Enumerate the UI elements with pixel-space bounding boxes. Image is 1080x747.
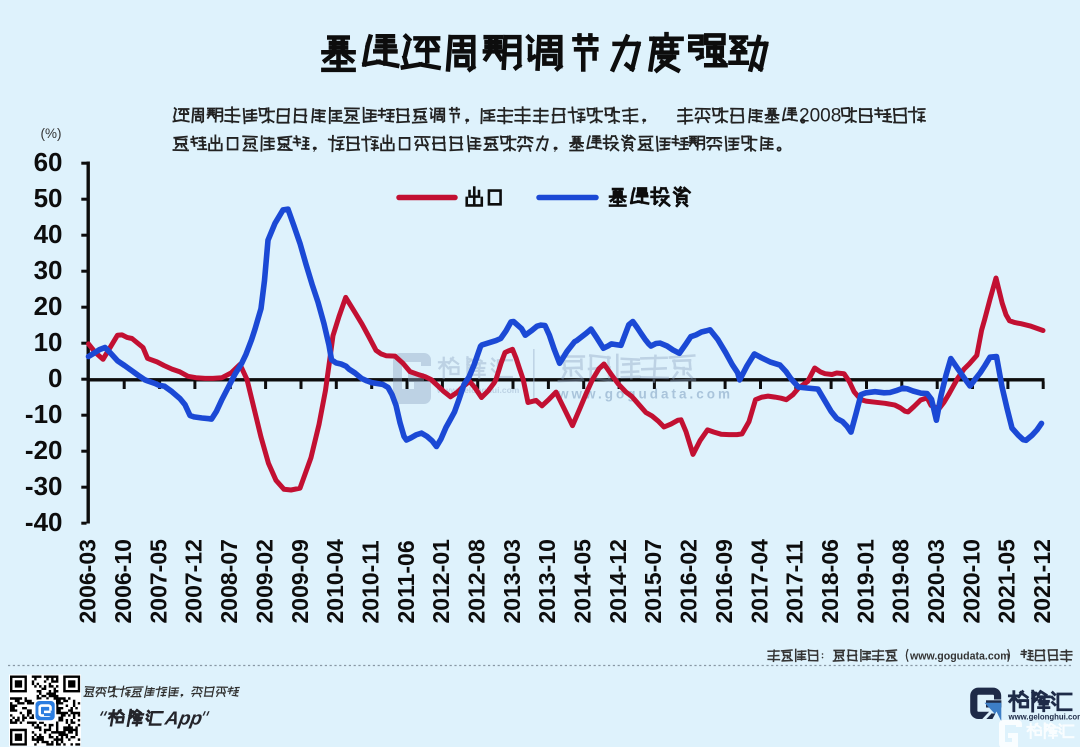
svg-text:www.gelonghui.com: www.gelonghui.com [1008, 713, 1080, 722]
svg-text:2015-07: 2015-07 [640, 539, 666, 623]
svg-text:2013-10: 2013-10 [534, 539, 560, 623]
svg-text:(%): (%) [41, 126, 62, 141]
svg-text:2016-09: 2016-09 [711, 539, 737, 623]
svg-text:2021-12: 2021-12 [1029, 539, 1055, 623]
svg-text:2010-11: 2010-11 [358, 540, 384, 623]
svg-text:40: 40 [34, 219, 63, 249]
svg-text:2021-05: 2021-05 [994, 539, 1020, 624]
svg-text:2017-11: 2017-11 [782, 540, 808, 623]
svg-text:2012-01: 2012-01 [428, 539, 454, 624]
svg-text:2014-05: 2014-05 [570, 539, 596, 624]
svg-text:2020-10: 2020-10 [958, 539, 984, 623]
svg-text:2018-06: 2018-06 [817, 539, 843, 623]
svg-text:2013-03: 2013-03 [499, 539, 525, 623]
svg-text:www.gogudata.com: www.gogudata.com [909, 651, 1010, 663]
svg-text:-20: -20 [25, 435, 63, 465]
svg-text:2009-09: 2009-09 [287, 539, 313, 623]
svg-text:2014-12: 2014-12 [605, 539, 631, 623]
svg-text:2010-04: 2010-04 [322, 539, 348, 624]
svg-text:2009-02: 2009-02 [251, 539, 277, 623]
svg-text:2019-01: 2019-01 [852, 539, 878, 624]
svg-text:2007-12: 2007-12 [181, 539, 207, 623]
svg-text:20: 20 [34, 291, 63, 321]
svg-text:2012-08: 2012-08 [464, 539, 490, 624]
svg-text:2016-02: 2016-02 [676, 539, 702, 623]
svg-text:2007-05: 2007-05 [145, 539, 171, 624]
svg-text:2008-07: 2008-07 [216, 539, 242, 623]
svg-text:2008: 2008 [799, 106, 841, 127]
svg-text:www.gogudata.com: www.gogudata.com [557, 387, 733, 402]
svg-text:App: App [162, 709, 204, 730]
svg-text:-30: -30 [25, 471, 63, 501]
svg-text:10: 10 [34, 327, 63, 357]
svg-text:30: 30 [34, 255, 63, 285]
svg-text:-40: -40 [25, 507, 63, 537]
svg-text:2006-10: 2006-10 [110, 539, 136, 623]
svg-text:2017-04: 2017-04 [746, 539, 772, 624]
svg-text:50: 50 [34, 183, 63, 213]
svg-text:60: 60 [34, 147, 63, 177]
svg-text:-10: -10 [25, 399, 63, 429]
svg-text:2019-08: 2019-08 [888, 539, 914, 624]
svg-text:0: 0 [48, 363, 62, 393]
svg-text:2006-03: 2006-03 [75, 539, 101, 623]
svg-text:2020-03: 2020-03 [923, 539, 949, 623]
svg-text:2011-06: 2011-06 [393, 540, 419, 623]
